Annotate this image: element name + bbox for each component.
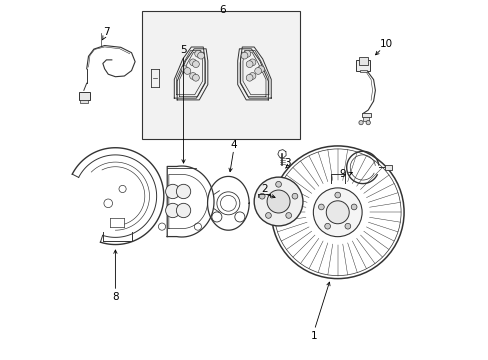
Circle shape	[366, 121, 369, 125]
Circle shape	[358, 121, 363, 125]
Text: 8: 8	[112, 292, 119, 302]
Bar	[360, 69, 366, 72]
Bar	[359, 57, 367, 64]
Circle shape	[246, 61, 252, 68]
Text: 1: 1	[310, 331, 317, 341]
Bar	[79, 93, 89, 100]
Circle shape	[183, 68, 190, 75]
Circle shape	[241, 52, 247, 59]
Circle shape	[291, 193, 297, 199]
Text: 2: 2	[261, 184, 267, 194]
Circle shape	[275, 181, 281, 187]
Circle shape	[318, 204, 324, 210]
Text: 3: 3	[284, 158, 290, 168]
Circle shape	[313, 188, 362, 237]
Circle shape	[257, 66, 264, 73]
Circle shape	[189, 73, 196, 79]
Text: 10: 10	[379, 40, 392, 49]
Circle shape	[254, 177, 303, 226]
Circle shape	[246, 75, 252, 81]
Bar	[361, 113, 370, 117]
Circle shape	[324, 223, 330, 229]
Circle shape	[194, 50, 201, 57]
Text: 6: 6	[219, 5, 226, 15]
Circle shape	[192, 61, 199, 68]
Circle shape	[248, 73, 255, 79]
Circle shape	[265, 212, 271, 218]
Circle shape	[192, 75, 199, 81]
Text: 4: 4	[230, 140, 237, 150]
Bar	[142, 12, 300, 139]
Circle shape	[176, 203, 190, 218]
Circle shape	[350, 204, 356, 210]
Circle shape	[334, 192, 340, 198]
Circle shape	[181, 66, 187, 73]
Bar	[355, 60, 369, 71]
Circle shape	[344, 223, 350, 229]
Circle shape	[165, 203, 180, 218]
Circle shape	[189, 59, 196, 66]
Text: 7: 7	[103, 27, 109, 37]
Circle shape	[165, 184, 180, 199]
Circle shape	[197, 52, 204, 59]
Circle shape	[176, 184, 190, 199]
Text: 9: 9	[339, 169, 346, 179]
Text: 5: 5	[180, 45, 186, 55]
Circle shape	[285, 212, 291, 218]
Circle shape	[244, 50, 250, 57]
Circle shape	[266, 190, 289, 213]
Bar	[80, 100, 88, 103]
Circle shape	[254, 68, 261, 75]
Bar	[362, 117, 368, 121]
Circle shape	[259, 193, 264, 199]
Circle shape	[325, 201, 348, 224]
Circle shape	[248, 59, 255, 66]
Bar	[385, 165, 391, 170]
